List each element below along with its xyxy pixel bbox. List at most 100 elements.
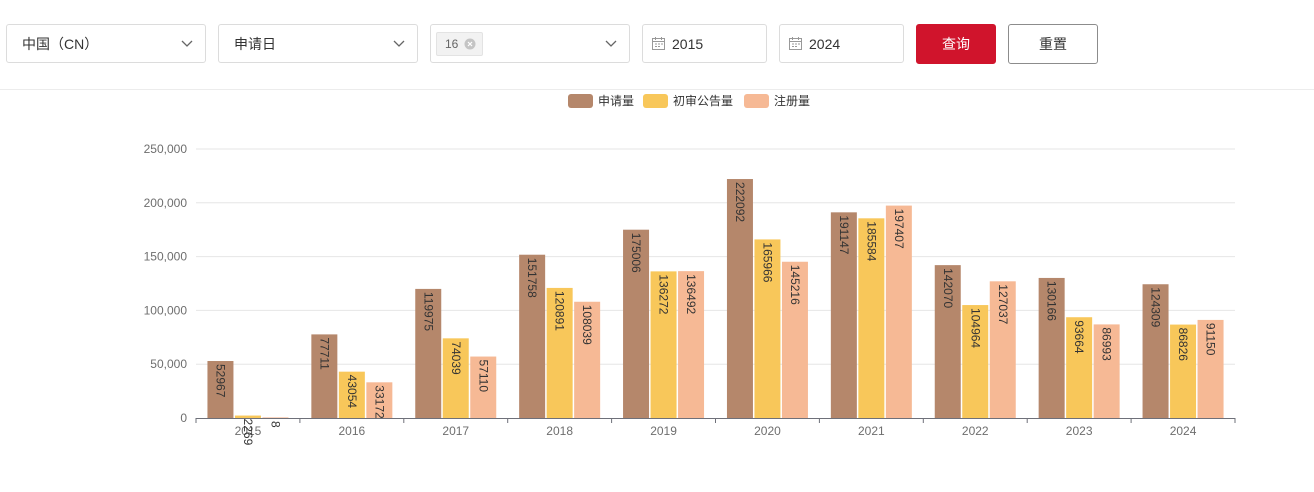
- calendar-icon: [789, 37, 802, 50]
- bar: [623, 229, 650, 418]
- legend-label: 初审公告量: [673, 93, 733, 108]
- x-tick-label: 2015: [235, 424, 262, 438]
- y-tick-label: 50,000: [150, 357, 187, 371]
- bar: [519, 254, 546, 418]
- class-tag-label: 16: [445, 36, 459, 51]
- bar-value-label: 93664: [1072, 320, 1086, 354]
- y-tick-label: 150,000: [144, 250, 188, 264]
- bar-value-label: 43054: [345, 375, 359, 409]
- x-tick-label: 2019: [650, 424, 677, 438]
- bar-value-label: 86826: [1176, 328, 1190, 362]
- bar-value-label: 130166: [1045, 281, 1059, 321]
- bar-value-label: 86993: [1100, 327, 1114, 361]
- bar: [338, 371, 365, 418]
- bar-value-label: 57110: [476, 360, 490, 393]
- legend-label: 注册量: [774, 93, 810, 108]
- bar: [470, 356, 497, 418]
- bar: [262, 417, 289, 418]
- bar-value-label: 185584: [864, 221, 878, 261]
- bar: [962, 305, 989, 418]
- bar-value-label: 124309: [1149, 287, 1163, 327]
- bar: [885, 205, 912, 418]
- class-multi-select[interactable]: 16: [430, 24, 630, 63]
- bar: [1197, 319, 1224, 418]
- date-type-select-value: 申请日: [234, 35, 276, 52]
- bar-value-label: 108039: [580, 305, 594, 345]
- bar-value-label: 91150: [1204, 323, 1218, 356]
- year-from-input[interactable]: 2015: [642, 24, 767, 63]
- bar: [858, 218, 885, 418]
- chevron-down-icon: [181, 40, 193, 47]
- x-tick-label: 2017: [442, 424, 469, 438]
- bar: [442, 338, 469, 418]
- bar: [1093, 324, 1120, 418]
- class-tag: 16: [436, 31, 484, 56]
- bar: [1142, 284, 1169, 418]
- bar-value-label: 136492: [684, 274, 698, 314]
- legend-swatch: [744, 94, 769, 108]
- bar: [830, 212, 857, 418]
- bar-value-label: 2269: [241, 419, 255, 446]
- bar-value-label: 74039: [449, 341, 463, 375]
- x-tick-label: 2016: [338, 424, 365, 438]
- region-select[interactable]: 中国（CN）: [6, 24, 206, 63]
- bar: [754, 239, 781, 418]
- bar-value-label: 119975: [421, 292, 435, 331]
- bar-value-label: 8: [268, 421, 282, 428]
- bar: [1066, 317, 1093, 418]
- bar: [207, 361, 234, 418]
- calendar-icon: [652, 37, 665, 50]
- x-tick-label: 2020: [754, 424, 781, 438]
- bar-value-label: 222092: [733, 182, 747, 222]
- legend-swatch: [568, 94, 593, 108]
- legend-swatch: [643, 94, 668, 108]
- y-tick-label: 250,000: [144, 142, 188, 156]
- bar: [934, 265, 961, 418]
- bar-value-label: 136272: [657, 274, 671, 314]
- filter-bar: 中国（CN） 申请日 16 2015 2024 查询 重置: [0, 0, 1314, 90]
- x-tick-label: 2021: [858, 424, 885, 438]
- chevron-down-icon: [605, 40, 617, 47]
- y-tick-label: 0: [180, 411, 187, 425]
- bar: [366, 382, 393, 418]
- bar-value-label: 145216: [788, 265, 802, 305]
- bar: [415, 288, 442, 418]
- close-circle-icon[interactable]: [464, 38, 476, 50]
- x-tick-label: 2022: [962, 424, 989, 438]
- year-to-input[interactable]: 2024: [779, 24, 904, 63]
- bar-value-label: 142070: [941, 268, 955, 308]
- bar-value-label: 127037: [996, 284, 1010, 324]
- bar: [234, 415, 261, 418]
- bar-value-label: 197407: [892, 209, 906, 249]
- x-tick-label: 2024: [1170, 424, 1197, 438]
- query-button[interactable]: 查询: [916, 24, 996, 64]
- bar: [726, 179, 753, 418]
- bar-value-label: 33172: [372, 385, 386, 419]
- region-select-value: 中国（CN）: [22, 35, 99, 52]
- bar: [650, 271, 677, 418]
- reset-button[interactable]: 重置: [1008, 24, 1098, 64]
- bar: [989, 281, 1016, 418]
- bar: [781, 261, 808, 418]
- date-type-select[interactable]: 申请日: [218, 24, 418, 63]
- chevron-down-icon: [393, 40, 405, 47]
- y-tick-label: 100,000: [144, 303, 188, 317]
- bar-value-label: 104964: [968, 308, 982, 348]
- bar: [546, 287, 573, 418]
- year-from-value: 2015: [672, 35, 704, 52]
- bar-value-label: 77711: [317, 337, 331, 370]
- legend-label: 申请量: [598, 94, 634, 108]
- bar-value-label: 175006: [629, 233, 643, 273]
- bar: [574, 301, 601, 418]
- y-tick-label: 200,000: [144, 196, 188, 210]
- x-tick-label: 2023: [1066, 424, 1093, 438]
- bar-value-label: 120891: [553, 291, 567, 331]
- bar: [1170, 324, 1197, 418]
- year-to-value: 2024: [809, 35, 841, 52]
- bar-value-label: 151758: [525, 258, 539, 298]
- bar-value-label: 52967: [213, 364, 227, 398]
- bar: [311, 334, 338, 418]
- bar-value-label: 191147: [837, 215, 851, 254]
- x-tick-label: 2018: [546, 424, 573, 438]
